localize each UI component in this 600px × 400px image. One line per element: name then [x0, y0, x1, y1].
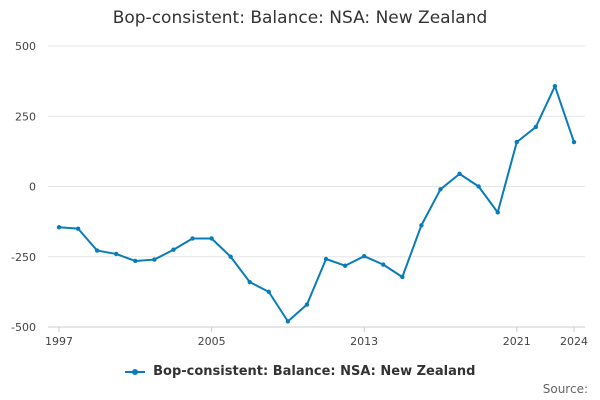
data-point — [304, 302, 310, 307]
data-point — [133, 258, 138, 264]
data-point — [552, 83, 558, 89]
data-point — [171, 247, 176, 252]
x-tick-label: 2021 — [503, 335, 531, 348]
data-point — [514, 139, 519, 145]
data-point — [438, 187, 443, 192]
data-point — [571, 139, 577, 145]
y-tick-label: 0 — [29, 181, 36, 194]
data-point — [381, 262, 386, 267]
data-point — [457, 171, 462, 177]
data-point — [228, 254, 233, 259]
x-tick-label: 2005 — [198, 335, 226, 348]
legend-swatch-icon — [124, 367, 145, 377]
data-point — [323, 256, 329, 262]
legend-label: Bop-consistent: Balance: NSA: New Zealan… — [153, 364, 476, 379]
data-point — [495, 210, 500, 215]
data-point — [190, 236, 195, 241]
data-point — [247, 279, 252, 285]
source-label: Source: — [542, 382, 588, 396]
x-tick-label: 2024 — [560, 335, 588, 348]
data-point — [56, 225, 62, 230]
y-tick-label: -250 — [11, 251, 36, 264]
data-point — [266, 289, 272, 295]
data-point — [342, 263, 348, 268]
data-point — [75, 226, 81, 231]
y-tick-label: 250 — [15, 110, 36, 123]
data-point — [419, 223, 424, 228]
y-tick-label: 500 — [15, 40, 36, 53]
x-tick-label: 1997 — [45, 335, 73, 348]
data-point — [209, 236, 214, 241]
data-point — [94, 248, 100, 253]
data-point — [361, 253, 367, 259]
data-point — [285, 319, 291, 324]
x-tick-label: 2013 — [350, 335, 378, 348]
data-point — [114, 251, 119, 257]
chart-title: Bop-consistent: Balance: NSA: New Zealan… — [112, 8, 488, 28]
data-point — [476, 184, 481, 189]
data-point — [533, 124, 539, 130]
y-tick-label: -500 — [11, 321, 36, 334]
data-point — [400, 274, 405, 280]
series-line — [58, 85, 575, 323]
data-point — [152, 257, 157, 262]
chart-legend[interactable]: Bop-consistent: Balance: NSA: New Zealan… — [0, 364, 600, 379]
